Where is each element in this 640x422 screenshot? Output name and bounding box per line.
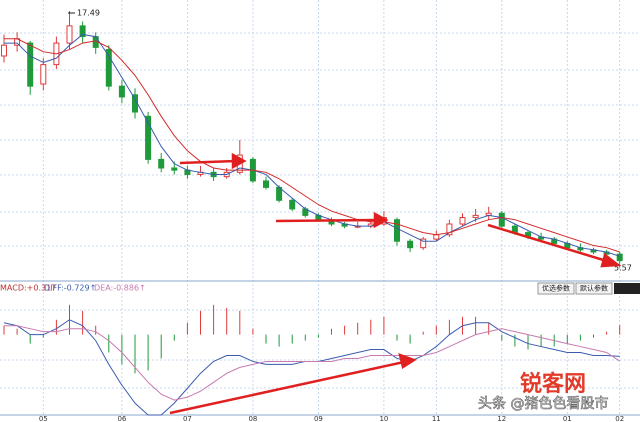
button[interactable] bbox=[614, 283, 640, 294]
x-tick-label: 10 bbox=[379, 415, 388, 422]
candle-body bbox=[105, 49, 112, 87]
diff-legend: DIFF:-0.729↑ bbox=[44, 284, 96, 293]
candle-body bbox=[472, 214, 479, 219]
candle-body bbox=[420, 238, 427, 249]
candle-body bbox=[158, 158, 165, 169]
candle-body bbox=[394, 219, 400, 242]
x-tick-label: 05 bbox=[39, 415, 48, 422]
high-label: 17.49 bbox=[77, 9, 100, 18]
candle-body bbox=[407, 240, 414, 249]
x-tick-label: 07 bbox=[183, 415, 192, 422]
candle-body bbox=[446, 223, 453, 236]
candle-body bbox=[79, 25, 86, 38]
x-tick-label: 01 bbox=[563, 415, 572, 422]
candle-body bbox=[132, 94, 138, 113]
candle-body bbox=[1, 44, 7, 57]
x-tick-label: 08 bbox=[248, 415, 257, 422]
watermark-logo: 锐客网 bbox=[520, 371, 586, 397]
watermark-author: 头条 @猪色色看股市 bbox=[478, 395, 608, 412]
macd-legend: MACD:+0.317 bbox=[0, 284, 56, 293]
x-tick-label: 09 bbox=[314, 415, 323, 422]
candle-body bbox=[616, 253, 623, 262]
button-label[interactable]: 优选参数 bbox=[542, 284, 570, 293]
candle-body bbox=[40, 64, 47, 85]
moving-average bbox=[4, 38, 620, 253]
button-label[interactable]: 默认参数 bbox=[580, 284, 608, 293]
candle-body bbox=[498, 212, 505, 227]
dea-legend: DEA:-0.886↑ bbox=[94, 284, 146, 293]
low-label: 5.57 bbox=[614, 264, 632, 273]
candle-body bbox=[459, 217, 466, 225]
arrows bbox=[169, 152, 622, 415]
candle-body bbox=[27, 42, 34, 87]
candle-body bbox=[118, 85, 125, 98]
button[interactable] bbox=[575, 282, 613, 295]
marks bbox=[1, 10, 623, 416]
x-tick-label: 11 bbox=[432, 415, 441, 422]
candle-body bbox=[145, 115, 152, 160]
button[interactable] bbox=[537, 282, 575, 295]
x-tick-label: 12 bbox=[497, 415, 506, 422]
candle-body bbox=[263, 180, 269, 188]
x-tick-label: 06 bbox=[117, 415, 126, 422]
dea-line bbox=[4, 325, 620, 401]
candle-body bbox=[171, 167, 178, 171]
moving-average bbox=[4, 33, 620, 257]
candle-body bbox=[66, 25, 73, 44]
candle-body bbox=[289, 199, 296, 210]
candle-body bbox=[433, 234, 440, 240]
x-tick-label: 02 bbox=[615, 415, 624, 422]
